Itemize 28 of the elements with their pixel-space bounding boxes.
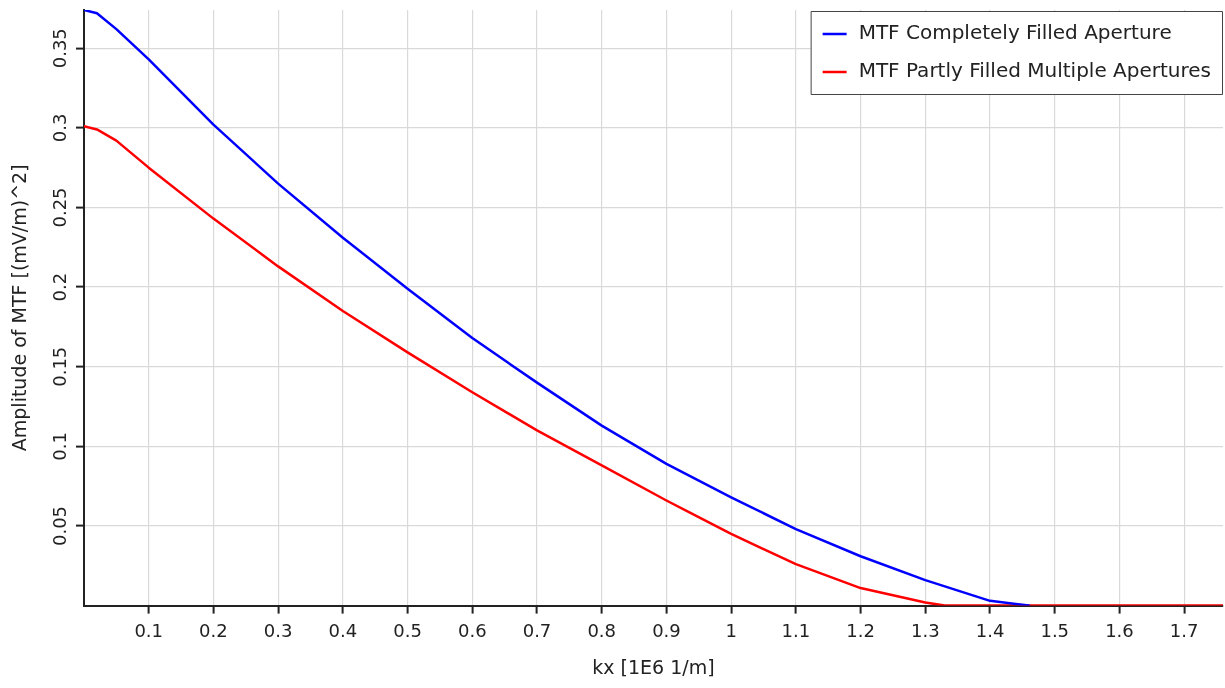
y-tick-label: 0.35 [48,28,70,69]
x-tick-label: 1.5 [1040,620,1070,642]
legend-label: MTF Completely Filled Aperture [858,20,1172,45]
x-tick-label: 0.6 [457,620,487,642]
y-tick-label: 0.2 [48,272,70,302]
y-tick-label: 0.3 [48,113,70,143]
x-tick-label: 1.2 [846,620,875,642]
y-axis-title: Amplitude of MTF [(mV/m)^2] [8,164,31,452]
x-tick-label: 1.4 [975,620,1005,642]
x-tick-label: 0.2 [199,620,228,642]
x-tick-label: 0.5 [393,620,422,642]
x-tick-label: 0.4 [328,620,358,642]
y-tick-label: 0.15 [48,346,70,387]
x-tick-label: 1.6 [1105,620,1134,642]
x-tick-label: 1.7 [1169,620,1199,642]
x-tick-label: 1 [725,620,737,642]
x-tick-label: 0.1 [134,620,164,642]
y-tick-label: 0.25 [48,187,70,228]
y-tick-label: 0.1 [48,432,70,461]
x-axis-title: kx [1E6 1/m] [592,655,715,678]
x-tick-label: 0.9 [652,620,681,642]
x-tick-label: 1.1 [781,620,811,642]
x-tick-label: 0.3 [263,620,293,642]
x-tick-label: 1.3 [910,620,940,642]
x-tick-label: 0.7 [522,620,552,642]
y-tick-label: 0.05 [48,505,70,547]
x-tick-label: 0.8 [587,620,617,642]
legend-label: MTF Partly Filled Multiple Apertures [858,58,1211,83]
